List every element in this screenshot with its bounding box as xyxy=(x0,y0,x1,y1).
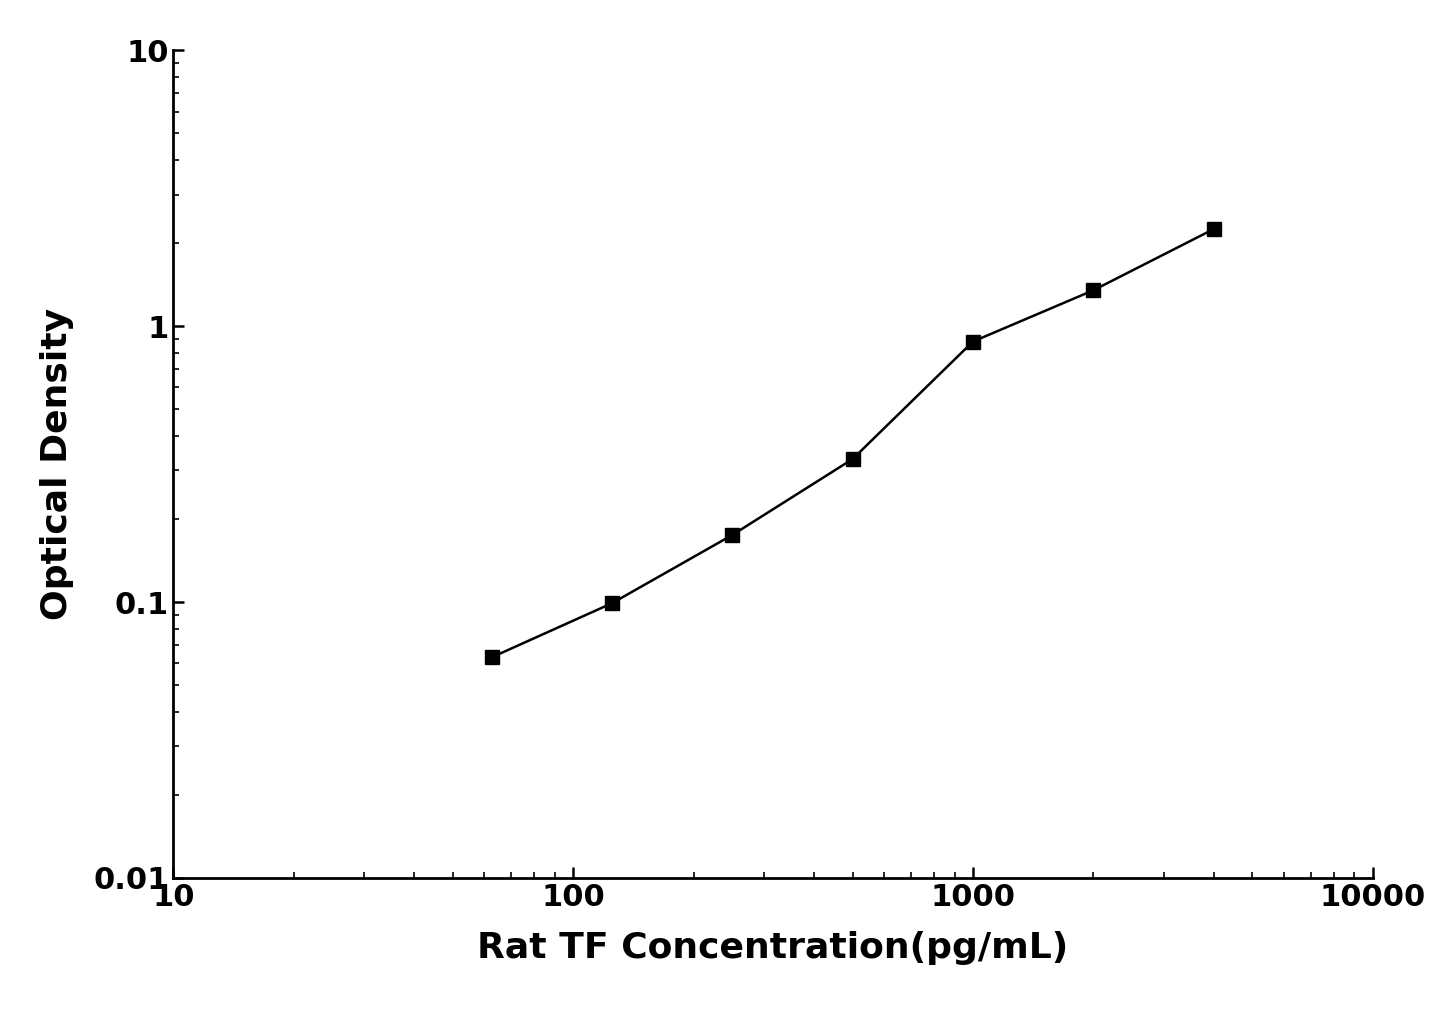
X-axis label: Rat TF Concentration(pg/mL): Rat TF Concentration(pg/mL) xyxy=(477,931,1069,966)
Y-axis label: Optical Density: Optical Density xyxy=(39,308,74,621)
